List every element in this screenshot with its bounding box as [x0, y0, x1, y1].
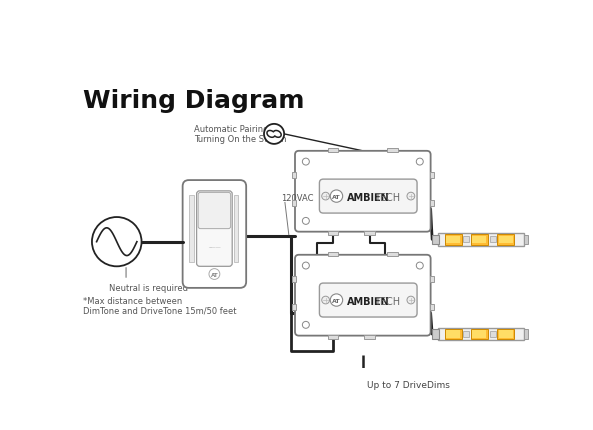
Text: AT: AT [332, 194, 341, 199]
Bar [463, 331, 470, 338]
Circle shape [302, 322, 310, 329]
FancyBboxPatch shape [295, 151, 431, 232]
Bar [387, 252, 398, 256]
Bar [430, 172, 433, 179]
Circle shape [209, 269, 220, 280]
FancyBboxPatch shape [197, 191, 232, 267]
Bar [445, 234, 461, 245]
Bar [438, 328, 524, 341]
Text: TECH: TECH [374, 296, 400, 306]
Circle shape [302, 159, 310, 166]
Bar [524, 235, 528, 244]
Bar [292, 201, 296, 207]
Text: Up to 7 DriveDims: Up to 7 DriveDims [368, 380, 450, 389]
Bar [189, 196, 193, 262]
Circle shape [322, 297, 330, 304]
Text: AMBIEN: AMBIEN [347, 192, 390, 203]
Bar [498, 234, 514, 245]
Text: 120VAC: 120VAC [281, 194, 314, 203]
Bar [430, 304, 433, 311]
FancyBboxPatch shape [320, 283, 417, 317]
Text: ─────: ───── [208, 246, 221, 250]
Bar [471, 329, 488, 340]
Bar [327, 231, 339, 235]
Circle shape [407, 297, 415, 304]
FancyBboxPatch shape [295, 255, 431, 336]
Bar [432, 330, 439, 339]
Text: AMBIEN: AMBIEN [347, 296, 390, 306]
Text: *Max distance between
DimTone and DriveTone 15m/50 feet: *Max distance between DimTone and DriveT… [84, 296, 237, 315]
Text: TECH: TECH [374, 192, 400, 203]
Bar [327, 335, 339, 339]
Bar [327, 252, 339, 256]
Circle shape [302, 262, 310, 269]
Bar [364, 335, 375, 339]
Bar [364, 231, 375, 235]
Bar [438, 233, 524, 246]
Circle shape [407, 193, 415, 200]
FancyBboxPatch shape [198, 193, 231, 229]
Bar [471, 234, 488, 245]
Bar [327, 148, 339, 152]
Circle shape [416, 262, 423, 269]
Bar [430, 276, 433, 283]
Bar [292, 304, 296, 311]
Bar [445, 329, 461, 340]
Bar [498, 329, 514, 340]
Bar [499, 331, 513, 338]
Circle shape [416, 159, 423, 166]
Bar [490, 331, 496, 338]
Bar [234, 196, 238, 262]
Bar [292, 276, 296, 283]
Bar [473, 236, 486, 244]
Circle shape [330, 190, 343, 203]
Text: Wiring Diagram: Wiring Diagram [84, 89, 305, 112]
Circle shape [322, 193, 330, 200]
Bar [473, 331, 486, 338]
Bar [446, 236, 460, 244]
Bar [490, 237, 496, 243]
Text: AT: AT [332, 298, 341, 303]
Bar [387, 148, 398, 152]
Text: Neutral is required: Neutral is required [109, 284, 188, 292]
Bar [463, 237, 470, 243]
Circle shape [92, 218, 142, 267]
Bar [499, 236, 513, 244]
Bar [524, 330, 528, 339]
Circle shape [330, 294, 343, 307]
Circle shape [264, 125, 284, 144]
Bar [292, 172, 296, 179]
Text: AT: AT [211, 272, 218, 277]
Text: Automatic Pairing by
Turning On the Switch: Automatic Pairing by Turning On the Swit… [195, 125, 287, 144]
Circle shape [302, 218, 310, 225]
Bar [432, 235, 439, 244]
FancyBboxPatch shape [320, 180, 417, 214]
Bar [446, 331, 460, 338]
FancyBboxPatch shape [183, 181, 246, 288]
Bar [430, 201, 433, 207]
